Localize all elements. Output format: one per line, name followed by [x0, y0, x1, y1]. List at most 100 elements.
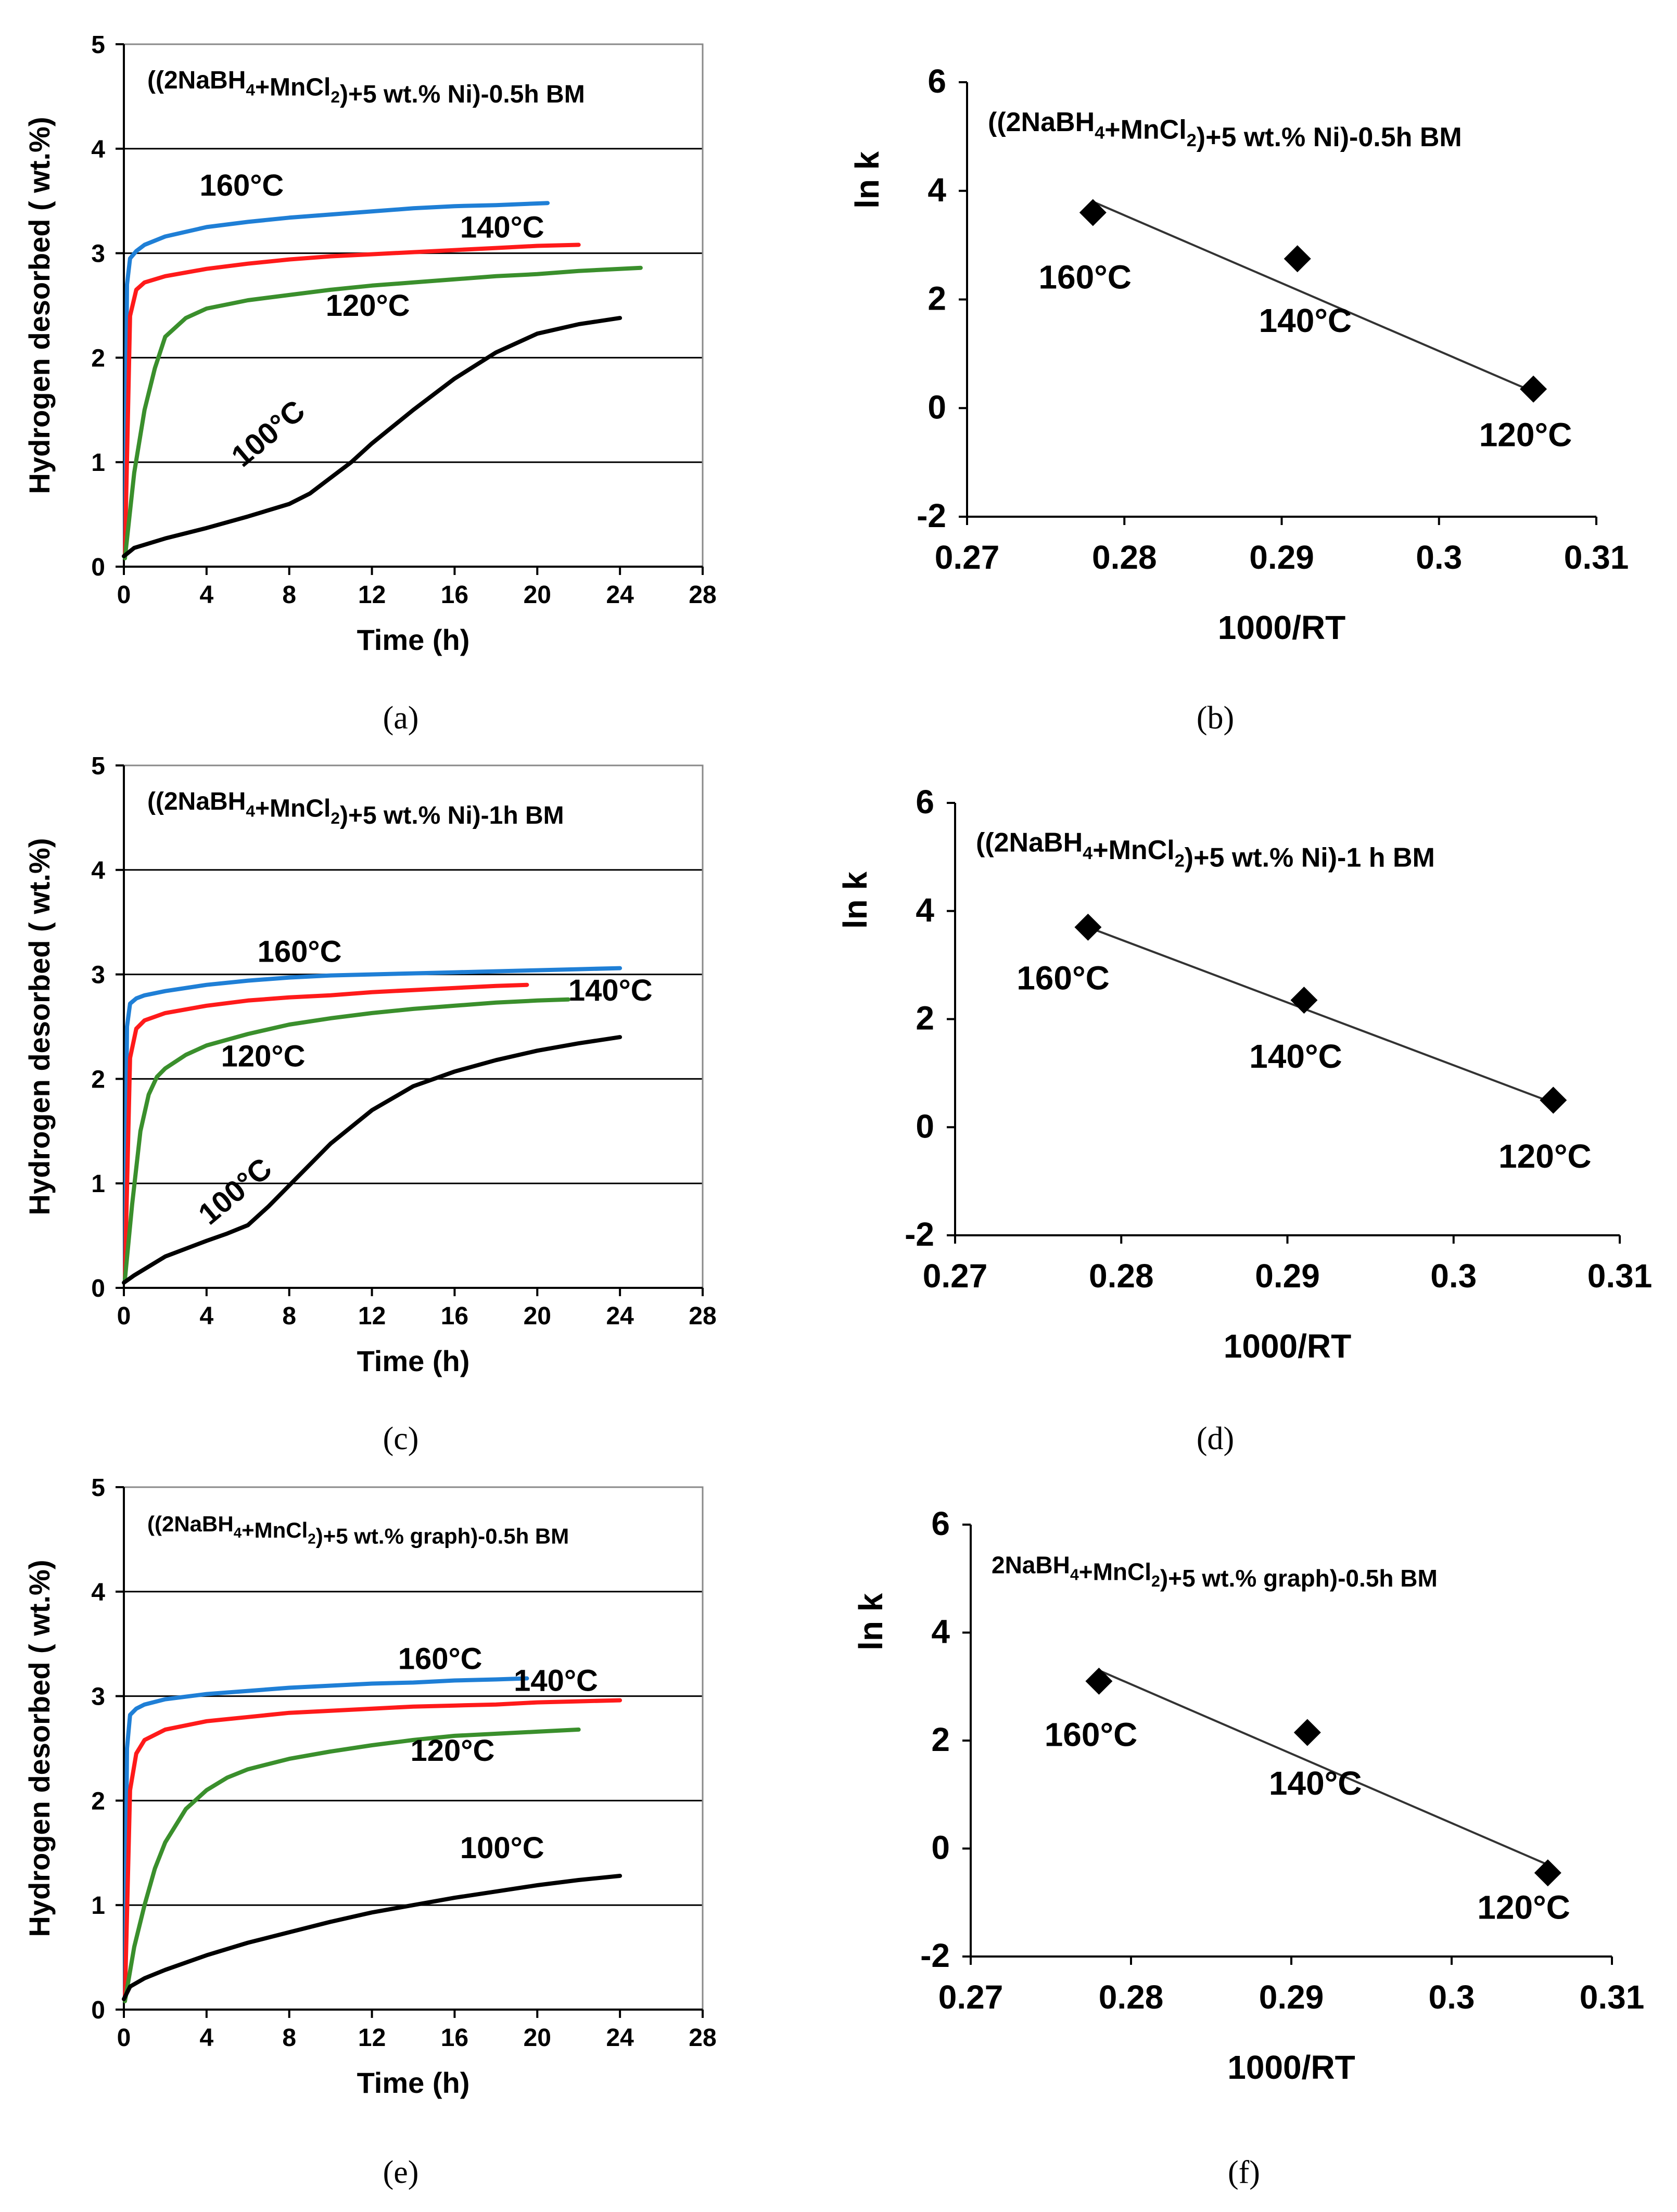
chart-title: ((2NaBH4+MnCl2)+5 wt.% Ni)-1h BM: [147, 788, 564, 829]
x-tick-label: 0.29: [1259, 1978, 1324, 2016]
data-point-marker: [1293, 1719, 1321, 1746]
x-tick-label: 4: [200, 2024, 214, 2052]
chart-title: ((2NaBH4+MnCl2)+5 wt.% Ni)-0.5h BM: [147, 67, 585, 108]
x-axis-title: 1000/RT: [1218, 609, 1345, 646]
series-line-100c: [122, 316, 622, 558]
x-tick-label: 20: [524, 2024, 551, 2052]
x-axis-title: 1000/RT: [1227, 2049, 1355, 2086]
data-point-marker: [1520, 375, 1547, 403]
x-tick-label: 8: [282, 581, 296, 609]
y-tick-label: 0: [916, 1107, 934, 1145]
series-line-100c: [122, 1874, 622, 2001]
y-tick-label: 4: [916, 891, 934, 929]
x-tick-label: 0.29: [1249, 539, 1314, 576]
data-point-marker: [1085, 1667, 1113, 1695]
x-tick-label: 24: [606, 2024, 634, 2052]
y-axis-title: ln k: [852, 1593, 890, 1651]
series-label: 140°C: [460, 210, 544, 244]
series-line-100c: [122, 1035, 622, 1285]
panel-label: (a): [383, 700, 419, 736]
point-label: 140°C: [1259, 302, 1352, 339]
x-tick-label: 0.3: [1416, 539, 1462, 576]
y-axis-title: Hydrogen desorbed ( wt.%): [23, 1560, 56, 1937]
x-tick-label: 0.31: [1587, 1257, 1653, 1295]
panel-label: (f): [1228, 2155, 1260, 2190]
plot-frame: [123, 43, 704, 568]
x-tick-label: 0.27: [938, 1978, 1003, 2016]
x-tick-label: 8: [282, 2024, 296, 2052]
x-tick-label: 0.28: [1089, 1257, 1154, 1295]
data-point-marker: [1074, 913, 1102, 941]
chart-title: ((2NaBH4+MnCl2)+5 wt.% graph)-0.5h BM: [147, 1512, 569, 1549]
x-tick-label: 16: [441, 581, 468, 609]
y-tick-label: 6: [928, 62, 946, 100]
y-tick-label: 5: [91, 1474, 105, 1502]
series-label: 120°C: [411, 1734, 495, 1768]
y-tick-label: 1: [91, 1892, 105, 1920]
y-axis-title: Hydrogen desorbed ( wt.%): [23, 838, 56, 1216]
y-tick-label: 6: [916, 783, 934, 821]
y-tick-label: 4: [91, 1579, 105, 1606]
x-axis-title: 1000/RT: [1224, 1327, 1351, 1365]
x-axis-title: Time (h): [357, 2066, 470, 2099]
series-line-120c: [123, 997, 570, 1282]
series-line-160c: [123, 966, 622, 1280]
series-label: 120°C: [221, 1039, 306, 1073]
y-tick-label: 0: [931, 1829, 950, 1866]
point-label: 140°C: [1269, 1765, 1362, 1802]
y-axis-title: ln k: [848, 151, 886, 209]
series-label: 100°C: [460, 1831, 544, 1865]
x-tick-label: 0: [117, 2024, 131, 2052]
point-label: 120°C: [1498, 1137, 1592, 1175]
chart-title: ((2NaBH4+MnCl2)+5 wt.% Ni)-0.5h BM: [988, 107, 1462, 152]
series-label: 160°C: [199, 169, 284, 202]
y-tick-label: 4: [928, 171, 946, 209]
y-tick-label: 5: [91, 752, 105, 780]
point-label: 160°C: [1017, 959, 1110, 996]
y-tick-label: 0: [91, 1275, 105, 1302]
fit-line: [1098, 1669, 1548, 1866]
x-tick-label: 16: [441, 1302, 468, 1330]
y-tick-label: 4: [91, 857, 105, 885]
y-tick-label: 3: [91, 240, 105, 268]
y-tick-label: -2: [920, 1937, 950, 1974]
x-tick-label: 0.27: [923, 1257, 988, 1295]
data-point-marker: [1534, 1859, 1561, 1887]
x-tick-label: 0.31: [1564, 539, 1629, 576]
x-tick-label: 12: [358, 1302, 386, 1330]
panel-label: (e): [383, 2155, 419, 2190]
point-label: 160°C: [1045, 1716, 1138, 1753]
x-tick-label: 28: [689, 2024, 716, 2052]
y-tick-label: 2: [928, 280, 946, 317]
x-tick-label: 0.3: [1429, 1978, 1475, 2016]
y-tick-label: 0: [91, 554, 105, 581]
y-tick-label: 4: [91, 136, 105, 163]
chart-panel-f: -2 0 2 4 6 0.27 0.28 0.29 0.3 0.31 1000/RT ln k 2NaB…: [852, 1505, 1644, 2190]
series-label: 160°C: [398, 1642, 482, 1676]
chart-panel-d: -2 0 2 4 6 0.27 0.28 0.29 0.3 0.31 1000/RT ln k ((2N…: [836, 783, 1652, 1456]
data-point-marker: [1284, 245, 1311, 273]
panel-label: (d): [1197, 1421, 1234, 1456]
x-tick-label: 28: [689, 581, 716, 609]
fit-line: [1087, 926, 1554, 1104]
x-tick-label: 12: [358, 581, 386, 609]
y-tick-label: 2: [91, 344, 105, 372]
point-label: 120°C: [1477, 1888, 1570, 1926]
series-line-140c: [123, 242, 581, 558]
x-tick-label: 4: [200, 1302, 214, 1330]
series-line-140c: [123, 1698, 622, 2001]
x-tick-label: 0.27: [935, 539, 1000, 576]
x-tick-label: 24: [606, 581, 634, 609]
x-tick-label: 0: [117, 581, 131, 609]
x-tick-label: 28: [689, 1302, 716, 1330]
series-label: 160°C: [258, 935, 342, 969]
y-tick-label: 2: [916, 1000, 934, 1037]
fit-line: [1092, 200, 1534, 393]
panel-label: (c): [383, 1421, 419, 1456]
series-label: 120°C: [326, 289, 410, 323]
point-label: 160°C: [1038, 259, 1132, 296]
